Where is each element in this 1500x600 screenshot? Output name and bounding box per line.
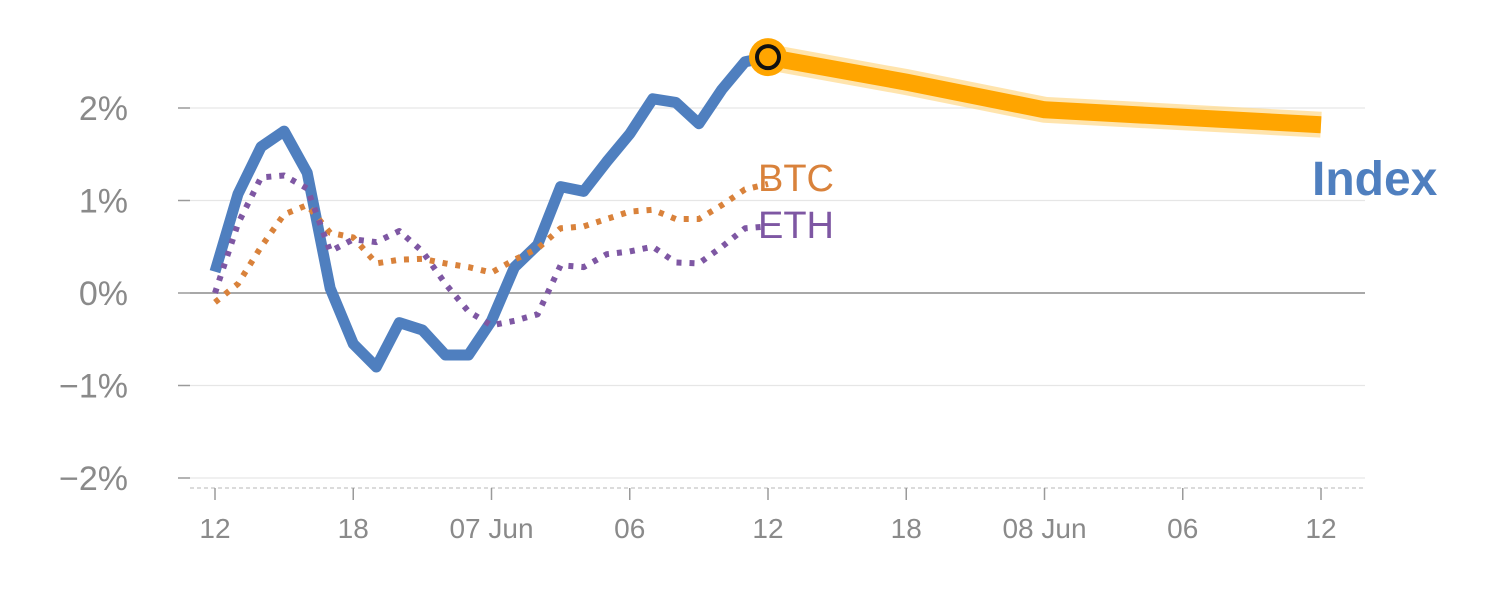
- y-tick-label: 1%: [79, 183, 128, 221]
- current-point-marker: [749, 38, 788, 77]
- x-tick-label: 07 Jun: [449, 513, 533, 544]
- series-lines: [209, 44, 1322, 373]
- x-tick-label: 12: [1305, 513, 1336, 544]
- series-labels: BTC ETH Index: [758, 153, 1438, 247]
- y-tick-label: −2%: [59, 460, 128, 498]
- eth-line: [212, 172, 769, 329]
- x-tick-label: 08 Jun: [1002, 513, 1086, 544]
- x-tick-label: 12: [752, 513, 783, 544]
- marker-dot: [755, 44, 782, 71]
- btc-line: [213, 180, 769, 305]
- x-tick-label: 06: [614, 513, 645, 544]
- x-tick-label: 12: [199, 513, 230, 544]
- index-forecast-line: [766, 48, 1322, 134]
- x-tick-label: 18: [891, 513, 922, 544]
- y-tick-label: 0%: [79, 275, 128, 313]
- y-tick-label: −1%: [59, 368, 128, 406]
- y-tick-label: 2%: [79, 90, 128, 128]
- index-series-label: Index: [1312, 153, 1438, 206]
- x-tick-label: 06: [1167, 513, 1198, 544]
- btc-series-label: BTC: [758, 158, 834, 200]
- eth-series-label: ETH: [758, 205, 834, 247]
- x-tick-label: 18: [338, 513, 369, 544]
- axes: 2% 1% 0% −1% −2% 12 18 07 Jun 06 12 18 08 Jun 06 12: [59, 90, 1365, 544]
- index-line: [209, 51, 770, 373]
